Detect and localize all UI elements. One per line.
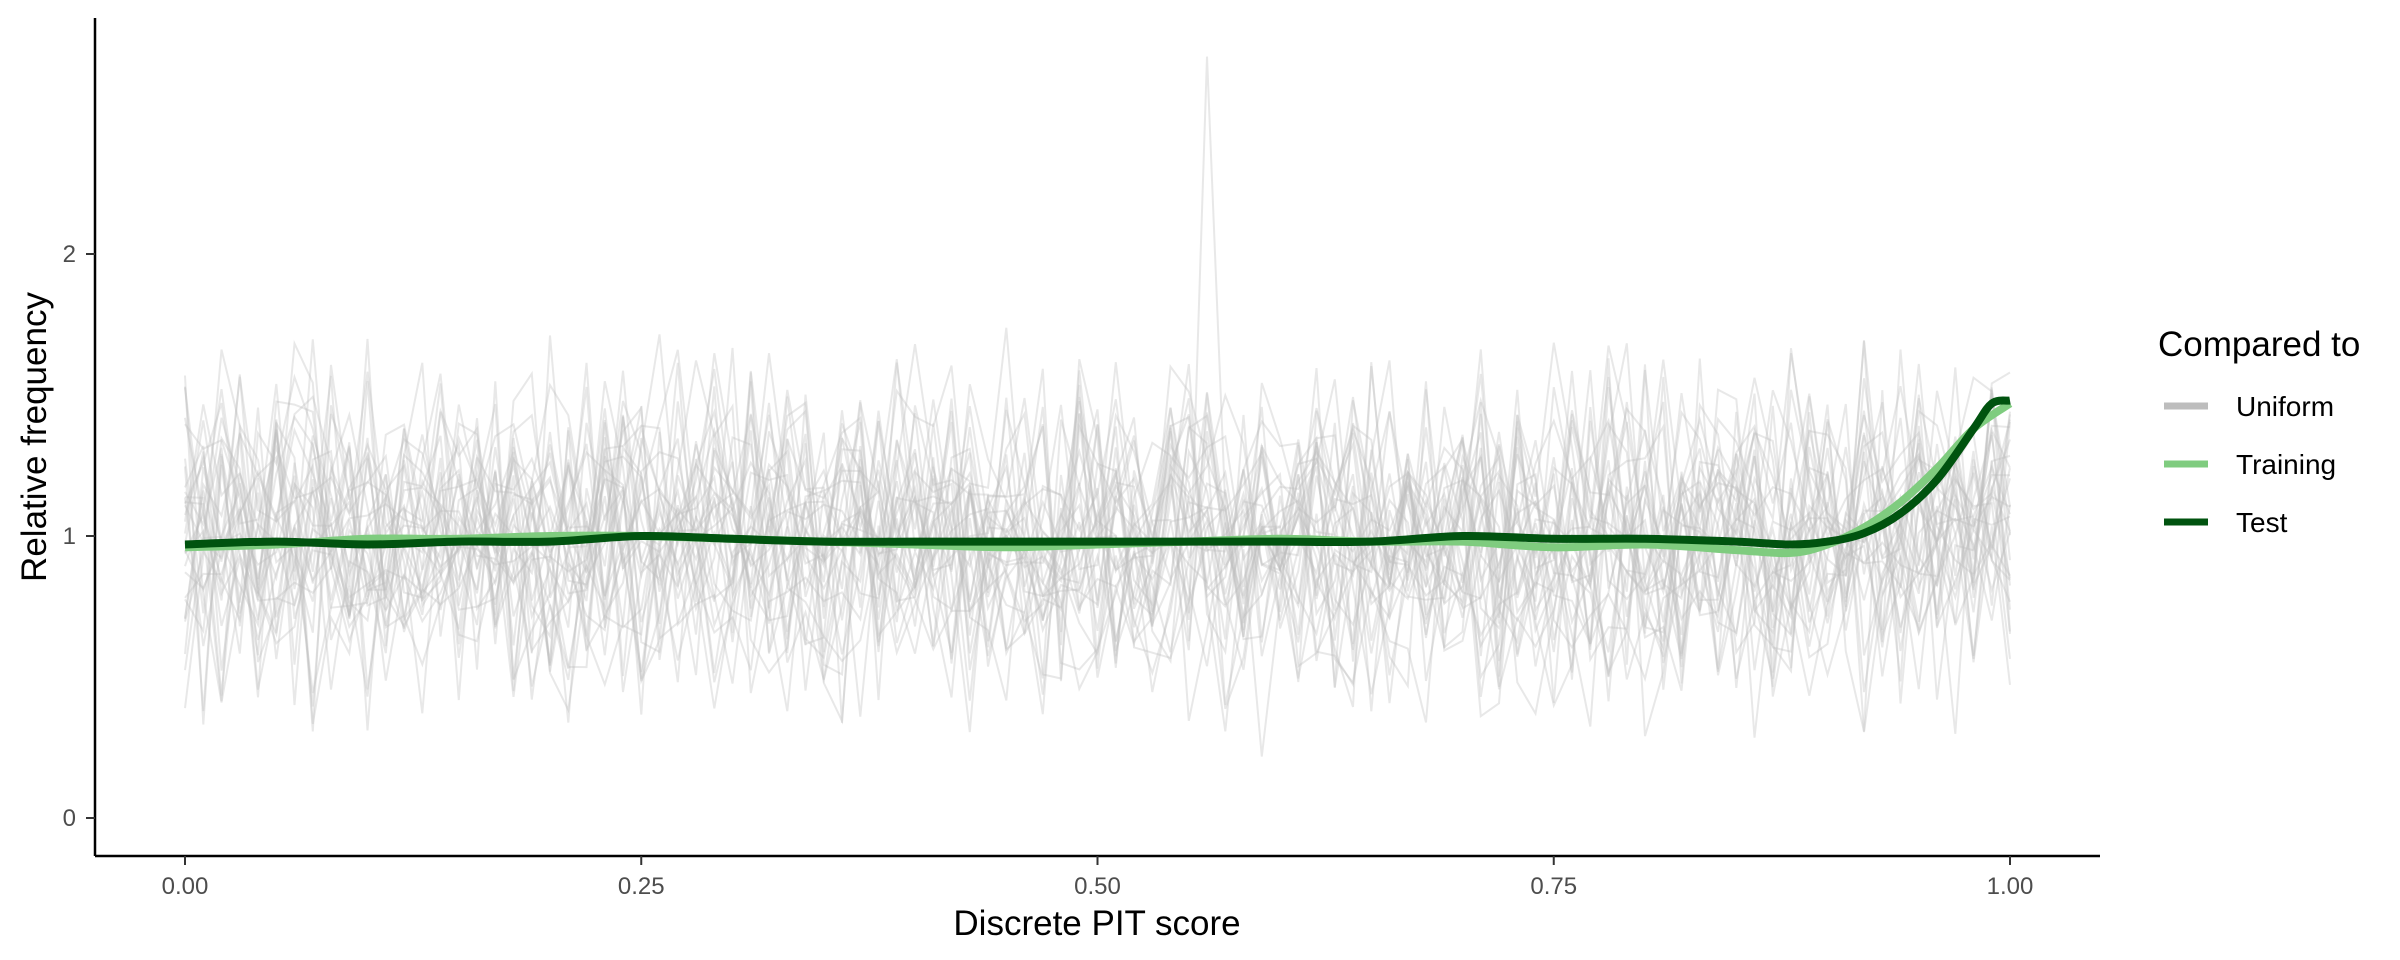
uniform-reference-line xyxy=(184,370,2011,690)
uniform-reference-line xyxy=(184,358,2011,757)
x-axis-title: Discrete PIT score xyxy=(953,904,1240,943)
series-line-test xyxy=(184,396,2011,549)
x-tick-label: 0.50 xyxy=(1074,873,1121,900)
uniform-reference-line xyxy=(184,339,2011,734)
y-axis-ticks: 0 1 2 xyxy=(63,241,95,832)
uniform-reference-line xyxy=(184,402,2011,727)
uniform-reference-line xyxy=(184,374,2011,737)
uniform-reference-line xyxy=(184,362,2011,697)
uniform-reference-line xyxy=(184,327,2011,715)
x-tick-label: 1.00 xyxy=(1987,873,2034,900)
uniform-reference-line xyxy=(184,56,2011,623)
y-tick-label: 0 xyxy=(63,805,76,832)
uniform-reference-line xyxy=(184,344,2011,712)
x-axis-ticks: 0.00 0.25 0.50 0.75 1.00 xyxy=(162,856,2034,900)
uniform-reference-line xyxy=(184,364,2011,679)
legend-title: Compared to xyxy=(2158,325,2360,364)
y-tick-label: 2 xyxy=(63,241,76,268)
x-tick-label: 0.75 xyxy=(1530,873,1577,900)
uniform-reference-line xyxy=(184,365,2011,732)
y-axis-title: Relative frequency xyxy=(15,292,54,582)
legend-label-uniform: Uniform xyxy=(2236,391,2334,422)
uniform-reference-line xyxy=(184,345,2011,738)
uniform-reference-line xyxy=(184,362,2011,717)
uniform-reference-line xyxy=(184,338,2011,695)
uniform-reference-line xyxy=(184,353,2011,723)
x-tick-label: 0.00 xyxy=(162,873,209,900)
uniform-reference-line xyxy=(184,362,2011,725)
uniform-reference-line xyxy=(184,348,2011,698)
x-tick-label: 0.25 xyxy=(618,873,665,900)
legend-label-test: Test xyxy=(2236,507,2288,538)
legend: Compared to Uniform Training Test xyxy=(2158,325,2360,538)
uniform-reference-lines xyxy=(184,56,2011,757)
y-tick-label: 1 xyxy=(63,523,76,550)
uniform-reference-line xyxy=(184,349,2011,665)
uniform-reference-line xyxy=(184,342,2011,701)
uniform-reference-line xyxy=(184,385,2011,702)
uniform-reference-line xyxy=(184,365,2011,732)
uniform-reference-line xyxy=(184,339,2011,697)
series-lines xyxy=(184,396,2013,558)
legend-label-training: Training xyxy=(2236,449,2336,480)
uniform-reference-line xyxy=(184,334,2011,709)
uniform-reference-line xyxy=(184,376,2011,712)
uniform-reference-line xyxy=(184,335,2011,731)
